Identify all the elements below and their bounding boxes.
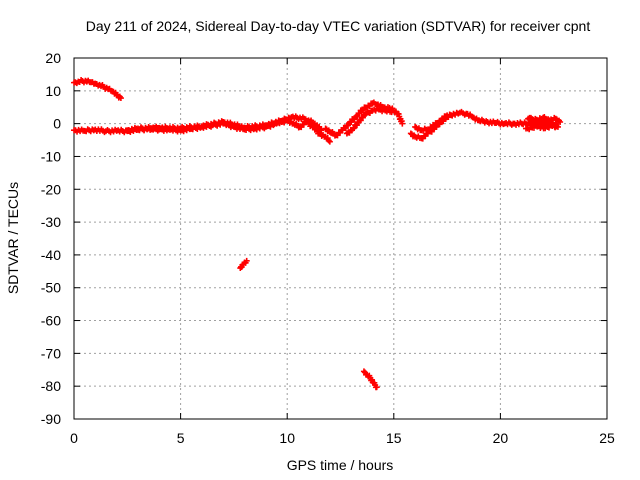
y-tick-label-10: -80 xyxy=(41,378,61,394)
x-axis-label: GPS time / hours xyxy=(287,457,394,473)
y-tick-label-9: -70 xyxy=(41,345,61,361)
data-point-6-5 xyxy=(444,112,451,119)
series-outlier-a xyxy=(237,257,250,272)
y-tick-label-5: -30 xyxy=(41,214,61,230)
axes-layer xyxy=(73,57,608,420)
data-point-4-7 xyxy=(388,109,395,116)
y-tick-label-11: -90 xyxy=(41,411,61,427)
grid-layer xyxy=(74,58,607,419)
series-arc-early-high xyxy=(71,76,124,102)
series-wave-arc xyxy=(322,99,406,139)
data-trace-2-12-5 xyxy=(317,126,324,133)
y-tick-label-6: -40 xyxy=(41,247,61,263)
y-tick-label-1: 10 xyxy=(45,83,61,99)
text-layer: Day 211 of 2024, Sidereal Day-to-day VTE… xyxy=(5,18,615,473)
data-point-9-0 xyxy=(360,368,367,375)
y-tick-label-3: -10 xyxy=(41,148,61,164)
x-tick-label-4: 20 xyxy=(493,430,509,446)
series-evening-cluster xyxy=(522,114,564,133)
x-tick-label-3: 15 xyxy=(386,430,402,446)
plot-frame xyxy=(73,57,608,420)
data-point-3-14 xyxy=(399,120,406,127)
data-point-9-4 xyxy=(373,384,380,391)
data-point-1-27 xyxy=(326,138,333,145)
data-point-2-13 xyxy=(318,127,325,134)
x-tick-label-1: 5 xyxy=(177,430,185,446)
y-axis-label: SDTVAR / TECUs xyxy=(5,182,21,294)
y-tick-label-2: 0 xyxy=(53,116,61,132)
data-point-0-11 xyxy=(117,95,124,102)
data-point-7-11 xyxy=(557,118,564,125)
y-tick-label-4: -20 xyxy=(41,181,61,197)
data-point-8-3 xyxy=(243,257,250,264)
x-tick-label-0: 0 xyxy=(70,430,78,446)
y-tick-label-7: -50 xyxy=(41,280,61,296)
y-tick-label-8: -60 xyxy=(41,313,61,329)
series-late-afternoon-arc-lower xyxy=(412,112,451,134)
chart-title: Day 211 of 2024, Sidereal Day-to-day VTE… xyxy=(86,18,591,34)
x-tick-label-2: 10 xyxy=(279,430,295,446)
series-outlier-b xyxy=(360,368,380,391)
series-main-band-lower xyxy=(71,117,333,145)
series-main-band-upper xyxy=(124,113,325,134)
data-layer xyxy=(71,76,564,391)
series-wave-arc-inner xyxy=(343,105,395,137)
y-tick-label-0: 20 xyxy=(45,50,61,66)
x-tick-label-5: 25 xyxy=(599,430,615,446)
